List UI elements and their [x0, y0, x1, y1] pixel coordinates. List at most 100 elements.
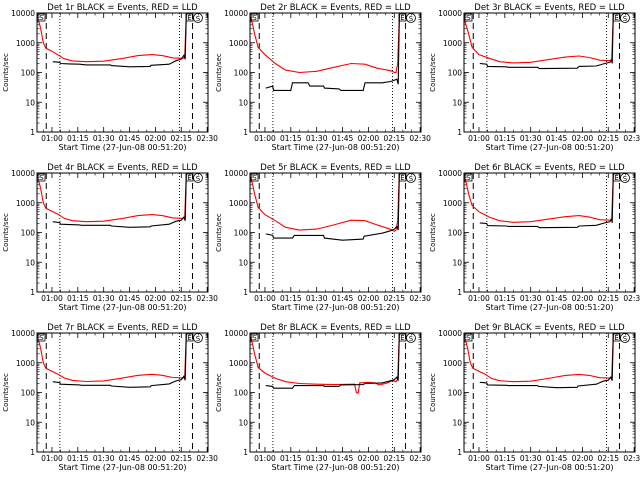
y-tick-label: 100: [21, 389, 36, 398]
y-tick-label: 10: [25, 258, 35, 267]
saa-marker-circle: [620, 13, 630, 23]
x-tick-label: 01:45: [332, 294, 354, 303]
y-tick-label: 1: [457, 128, 462, 137]
series-line-lld: [464, 13, 614, 64]
x-tick-label: 01:15: [67, 454, 89, 463]
chart-panel-1: Det 1r BLACK = Events, RED = LLD 1 10 100 10…: [2, 3, 218, 152]
panel-title: Det 8r BLACK = Events, RED = LLD: [260, 323, 411, 333]
start-marker-label: S: [252, 14, 257, 22]
plot-frame: [249, 172, 422, 293]
x-tick-label: 01:15: [494, 294, 516, 303]
x-tick-label: 01:00: [41, 294, 63, 303]
y-tick-label: 10000: [224, 9, 248, 18]
series-line-events: [479, 13, 614, 70]
y-tick-label: 1000: [16, 39, 35, 48]
x-tick-label: 02:30: [409, 134, 431, 143]
series-line-events: [265, 333, 400, 389]
saa-marker-label: S: [409, 15, 414, 23]
y-tick-label: 1: [243, 128, 248, 137]
saa-marker-circle: [193, 173, 203, 183]
x-axis-label: Start Time (27-Jun-08 00:51:20): [486, 303, 614, 312]
y-axis-label: Counts/sec: [215, 213, 223, 252]
y-tick-label: 100: [448, 69, 463, 78]
end-marker-label: E: [187, 14, 191, 22]
y-axis-label: Counts/sec: [429, 373, 437, 412]
x-tick-label: 01:30: [93, 454, 115, 463]
x-tick-label: 02:15: [597, 294, 619, 303]
x-tick-label: 01:45: [546, 454, 568, 463]
end-marker-box: [398, 173, 407, 182]
end-marker-label: E: [614, 174, 618, 182]
x-tick-label: 01:00: [254, 294, 276, 303]
saa-marker-label: S: [409, 335, 414, 343]
y-tick-label: 1: [30, 288, 35, 297]
x-tick-label: 02:00: [145, 134, 167, 143]
chart-panel-5: Det 5r BLACK = Events, RED = LLD 1 10 100 10…: [215, 163, 431, 312]
panel-title: Det 2r BLACK = Events, RED = LLD: [260, 3, 411, 13]
start-marker-label: S: [39, 174, 44, 182]
start-marker-box: [464, 333, 473, 342]
start-marker-box: [250, 173, 259, 182]
y-tick-label: 10: [238, 418, 248, 427]
x-tick-label: 02:15: [383, 294, 405, 303]
x-tick-label: 01:15: [280, 454, 302, 463]
panel-title: Det 1r BLACK = Events, RED = LLD: [47, 3, 198, 13]
y-axis-label: Counts/sec: [2, 213, 10, 252]
start-marker-box: [464, 13, 473, 22]
x-axis-label: Start Time (27-Jun-08 00:51:20): [59, 463, 187, 472]
x-axis-label: Start Time (27-Jun-08 00:51:20): [486, 143, 614, 152]
chart-panel-6: Det 6r BLACK = Events, RED = LLD 1 10 100 10…: [429, 163, 640, 312]
series-line-events: [52, 173, 187, 228]
x-tick-label: 01:00: [468, 134, 490, 143]
x-tick-label: 01:45: [332, 454, 354, 463]
panel-title: Det 4r BLACK = Events, RED = LLD: [47, 163, 198, 173]
end-marker-box: [185, 333, 194, 342]
plot-frame: [463, 172, 636, 293]
x-tick-label: 02:00: [572, 134, 594, 143]
end-marker-label: E: [400, 14, 404, 22]
x-tick-label: 02:15: [383, 454, 405, 463]
x-tick-label: 02:00: [145, 294, 167, 303]
start-marker-label: S: [466, 14, 471, 22]
start-marker-box: [250, 333, 259, 342]
x-tick-label: 02:30: [623, 134, 640, 143]
panel-title: Det 5r BLACK = Events, RED = LLD: [260, 163, 411, 173]
y-tick-label: 10000: [224, 329, 248, 338]
chart-panel-3: Det 3r BLACK = Events, RED = LLD 1 10 100 10…: [429, 3, 640, 152]
x-tick-label: 01:00: [468, 294, 490, 303]
y-axis-label: Counts/sec: [429, 53, 437, 92]
chart-panel-7: Det 7r BLACK = Events, RED = LLD 1 10 100 10…: [2, 323, 218, 472]
y-tick-label: 10000: [438, 9, 462, 18]
x-tick-label: 02:30: [196, 294, 218, 303]
x-tick-label: 01:45: [332, 134, 354, 143]
x-tick-label: 01:00: [254, 134, 276, 143]
chart-panel-9: Det 9r BLACK = Events, RED = LLD 1 10 100 10…: [429, 323, 640, 472]
x-tick-label: 02:00: [358, 294, 380, 303]
x-tick-label: 01:30: [520, 134, 542, 143]
plot-frame: [36, 332, 209, 453]
x-tick-label: 01:45: [119, 294, 141, 303]
y-tick-label: 1: [243, 448, 248, 457]
x-tick-label: 01:30: [306, 454, 328, 463]
end-marker-box: [612, 13, 621, 22]
series-line-events: [52, 333, 187, 388]
y-tick-label: 1000: [443, 359, 462, 368]
x-tick-label: 01:30: [93, 294, 115, 303]
end-marker-label: E: [187, 334, 191, 342]
y-tick-label: 1000: [16, 359, 35, 368]
x-tick-label: 01:15: [280, 134, 302, 143]
y-tick-label: 10: [452, 98, 462, 107]
x-tick-label: 02:00: [145, 454, 167, 463]
x-tick-label: 01:00: [468, 454, 490, 463]
end-marker-label: E: [187, 174, 191, 182]
x-tick-label: 01:30: [93, 134, 115, 143]
plot-frame: [249, 332, 422, 453]
y-axis-label: Counts/sec: [2, 53, 10, 92]
y-tick-label: 1: [457, 288, 462, 297]
x-axis-label: Start Time (27-Jun-08 00:51:20): [272, 463, 400, 472]
y-tick-label: 10000: [11, 9, 35, 18]
y-tick-label: 10: [238, 258, 248, 267]
x-tick-label: 02:30: [409, 454, 431, 463]
series-line-lld: [37, 333, 187, 383]
y-axis-label: Counts/sec: [215, 373, 223, 412]
